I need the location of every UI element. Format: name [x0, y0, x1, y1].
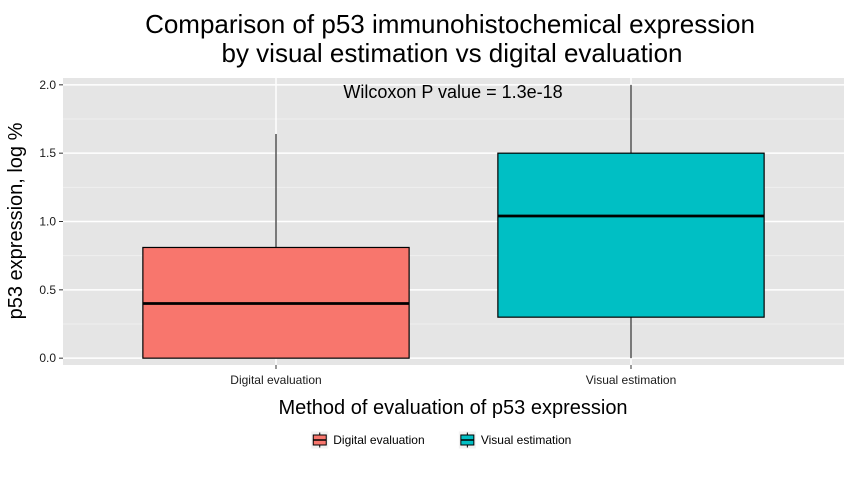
legend-entry-digital-evaluation: Digital evaluation — [311, 431, 425, 449]
y-tick-label: 1.0 — [39, 215, 56, 229]
y-tick-label: 0.5 — [39, 283, 56, 297]
wilcoxon-annotation: Wilcoxon P value = 1.3e-18 — [343, 82, 562, 102]
legend-entry-visual-estimation: Visual estimation — [458, 431, 571, 449]
box-digital-evaluation — [142, 134, 410, 359]
y-tick-label: 1.5 — [39, 146, 56, 160]
x-tick-label: Visual estimation — [586, 373, 677, 387]
chart-title-line-2: by visual estimation vs digital evaluati… — [221, 38, 682, 68]
x-axis: Digital evaluation Visual estimation — [230, 365, 676, 387]
x-tick-label: Digital evaluation — [230, 373, 321, 387]
y-tick-label: 0.0 — [39, 351, 56, 365]
legend-label: Visual estimation — [481, 433, 571, 447]
boxes — [142, 84, 765, 359]
x-axis-title: Method of evaluation of p53 expression — [278, 397, 627, 419]
legend: Digital evaluation Visual estimation — [311, 431, 571, 449]
box-visual-estimation — [497, 84, 765, 359]
box-iqr — [497, 152, 765, 318]
chart-title-line-1: Comparison of p53 immunohistochemical ex… — [145, 9, 755, 39]
y-axis: 0.0 0.5 1.0 1.5 2.0 — [39, 78, 63, 365]
y-axis-title: p53 expression, log % — [5, 122, 27, 319]
y-tick-label: 2.0 — [39, 78, 56, 92]
legend-label: Digital evaluation — [333, 433, 424, 447]
